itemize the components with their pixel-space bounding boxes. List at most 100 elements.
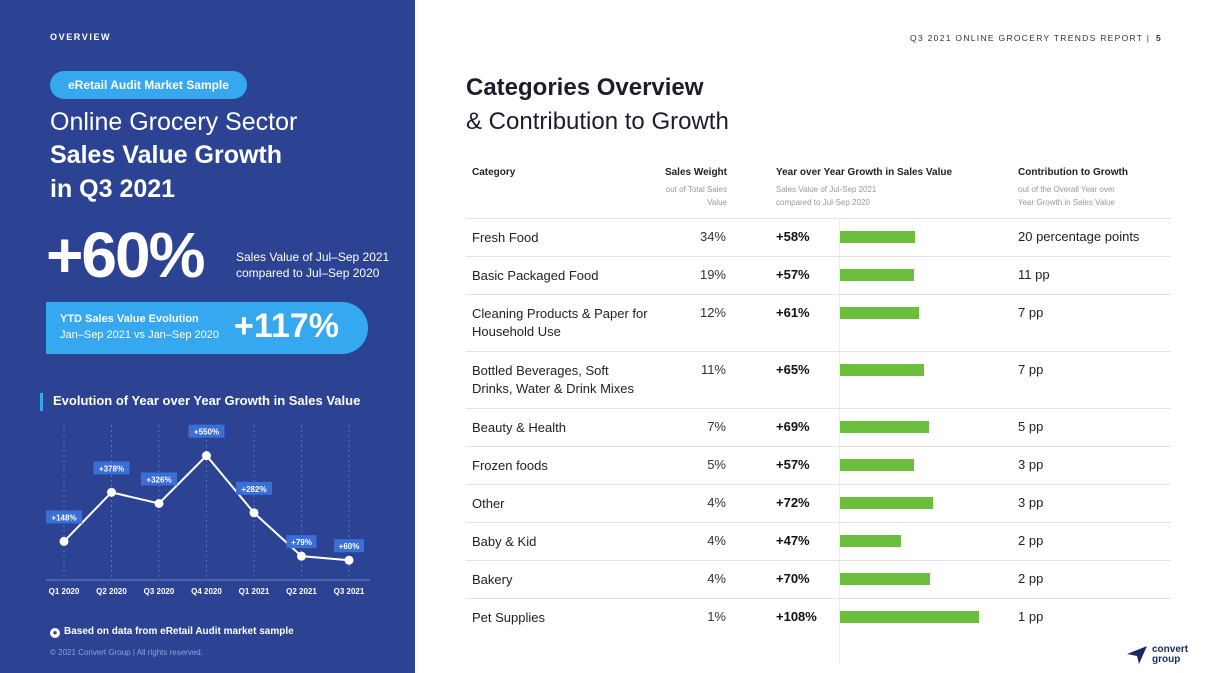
growth-value: +60% <box>46 219 205 291</box>
page-subtitle: & Contribution to Growth <box>466 108 729 135</box>
sales-weight: 12% <box>699 305 726 320</box>
ytd-subtitle: Jan–Sep 2021 vs Jan–Sep 2020 <box>60 329 220 341</box>
data-label: +326% <box>146 475 171 484</box>
yoy-growth: +70% <box>776 571 810 586</box>
page-title: Categories Overview <box>466 74 704 101</box>
sample-badge: eRetail Audit Market Sample <box>50 71 247 99</box>
category-name: Pet Supplies <box>472 610 545 625</box>
company-logo: convert group <box>1126 643 1196 667</box>
data-label-box <box>236 481 272 495</box>
yoy-growth: +47% <box>776 533 810 548</box>
headline-line-1: Online Grocery Sector <box>50 108 298 136</box>
growth-bar <box>840 611 979 623</box>
growth-caption: Sales Value of Jul–Sep 2021 compared to … <box>236 250 390 280</box>
x-tick-label: Q3 2021 <box>334 587 365 596</box>
contribution: 20 percentage points <box>1018 229 1140 244</box>
growth-bar <box>840 573 930 585</box>
contribution: 5 pp <box>1018 419 1044 434</box>
col-header-growth: Year over Year Growth in Sales Value <box>776 167 953 178</box>
info-icon: ● <box>50 628 60 638</box>
data-label-box <box>93 461 130 475</box>
report-header: Q3 2021 ONLINE GROCERY TRENDS REPORT | 5 <box>910 33 1162 43</box>
category-name: Frozen foods <box>472 458 548 473</box>
table-row: Beauty & Health 7% +69% 5 pp <box>466 408 1171 446</box>
paper-plane-icon <box>1127 646 1147 664</box>
col-subheader-contribution-1: out of the Overall Year over <box>1018 185 1115 194</box>
category-name: Basic Packaged Food <box>472 268 599 283</box>
yoy-growth-line-chart: +148% Q1 2020 +378% Q2 2020 +326% Q3 2020 +550… <box>46 424 370 596</box>
col-subheader-growth-2: compared to Jul-Sep 2020 <box>776 198 870 207</box>
data-label: +79% <box>291 538 312 547</box>
data-label-box <box>46 510 82 524</box>
bar-axis-line <box>839 218 840 663</box>
data-label-box <box>188 424 225 438</box>
category-name: Cleaning Products & Paper for Household … <box>472 306 648 339</box>
copyright: © 2021 Convert Group | All rights reserv… <box>50 648 203 657</box>
contribution: 3 pp <box>1018 457 1044 472</box>
x-tick-label: Q2 2021 <box>286 587 317 596</box>
sales-weight: 1% <box>707 609 726 624</box>
growth-bar <box>840 497 933 509</box>
table-row: Fresh Food 34% +58% 20 percentage points <box>466 218 1171 256</box>
col-header-category: Category <box>472 167 516 178</box>
data-label: +148% <box>51 513 76 522</box>
data-point <box>154 498 164 508</box>
data-label: +60% <box>339 542 360 551</box>
ytd-callout: YTD Sales Value Evolution Jan–Sep 2021 v… <box>46 302 368 354</box>
contribution: 3 pp <box>1018 495 1044 510</box>
data-point <box>344 555 354 565</box>
yoy-growth: +69% <box>776 419 810 434</box>
report-title: Q3 2021 ONLINE GROCERY TRENDS REPORT | <box>910 33 1151 43</box>
sales-weight: 7% <box>707 419 726 434</box>
logo-text: convert group <box>1152 645 1188 665</box>
growth-bar <box>840 459 914 471</box>
col-header-contribution: Contribution to Growth <box>1018 167 1128 178</box>
col-header-weight: Sales Weight <box>664 167 727 178</box>
ytd-value: +117% <box>234 307 339 345</box>
data-label: +282% <box>241 485 266 494</box>
data-label: +550% <box>194 428 219 437</box>
growth-bar <box>840 421 929 433</box>
data-source-note: ● Based on data from eRetail Audit market… <box>50 626 294 638</box>
category-name: Bottled Beverages, Soft Drinks, Water & … <box>472 363 635 396</box>
data-label-box <box>141 472 177 486</box>
sales-weight: 34% <box>699 229 726 244</box>
x-tick-label: Q3 2020 <box>144 587 175 596</box>
table-row: Basic Packaged Food 19% +57% 11 pp <box>466 256 1171 294</box>
contribution: 2 pp <box>1018 571 1044 586</box>
x-tick-label: Q2 2020 <box>96 587 127 596</box>
category-name: Bakery <box>472 572 513 587</box>
sales-weight: 11% <box>700 362 726 377</box>
yoy-growth: +58% <box>776 229 810 244</box>
data-point <box>249 508 259 518</box>
table-row: Frozen foods 5% +57% 3 pp <box>466 446 1171 484</box>
data-point <box>59 536 69 546</box>
logo-line-2: group <box>1152 654 1181 665</box>
sales-weight: 4% <box>707 533 726 548</box>
headline-line-2: Sales Value Growth <box>50 141 283 169</box>
table-row: Bakery 4% +70% 2 pp <box>466 560 1171 598</box>
x-tick-label: Q4 2020 <box>191 587 222 596</box>
contribution: 11 pp <box>1018 267 1050 282</box>
contribution: 7 pp <box>1018 305 1044 320</box>
sales-weight: 19% <box>699 267 726 282</box>
data-source-text: Based on data from eRetail Audit market … <box>64 626 294 637</box>
sales-weight: 5% <box>707 457 726 472</box>
contribution: 7 pp <box>1018 362 1044 377</box>
headline-line-3: in Q3 2021 <box>50 175 176 203</box>
col-subheader-weight: out of Total Sales Value <box>665 185 727 207</box>
growth-bar <box>840 269 914 281</box>
x-tick-label: Q1 2020 <box>49 587 80 596</box>
page-number: 5 <box>1155 33 1162 43</box>
category-name: Other <box>472 496 505 511</box>
yoy-growth: +108% <box>776 609 817 624</box>
growth-bar <box>840 535 901 547</box>
yoy-growth: +57% <box>776 457 810 472</box>
data-label: +378% <box>99 464 124 473</box>
contribution: 1 pp <box>1018 609 1044 624</box>
table-row: Cleaning Products & Paper for Household … <box>466 294 1171 351</box>
x-tick-label: Q1 2021 <box>239 587 270 596</box>
category-name: Baby & Kid <box>472 534 537 549</box>
col-subheader-contribution-2: Year Growth in Sales Value <box>1018 198 1115 207</box>
data-point <box>202 451 211 461</box>
